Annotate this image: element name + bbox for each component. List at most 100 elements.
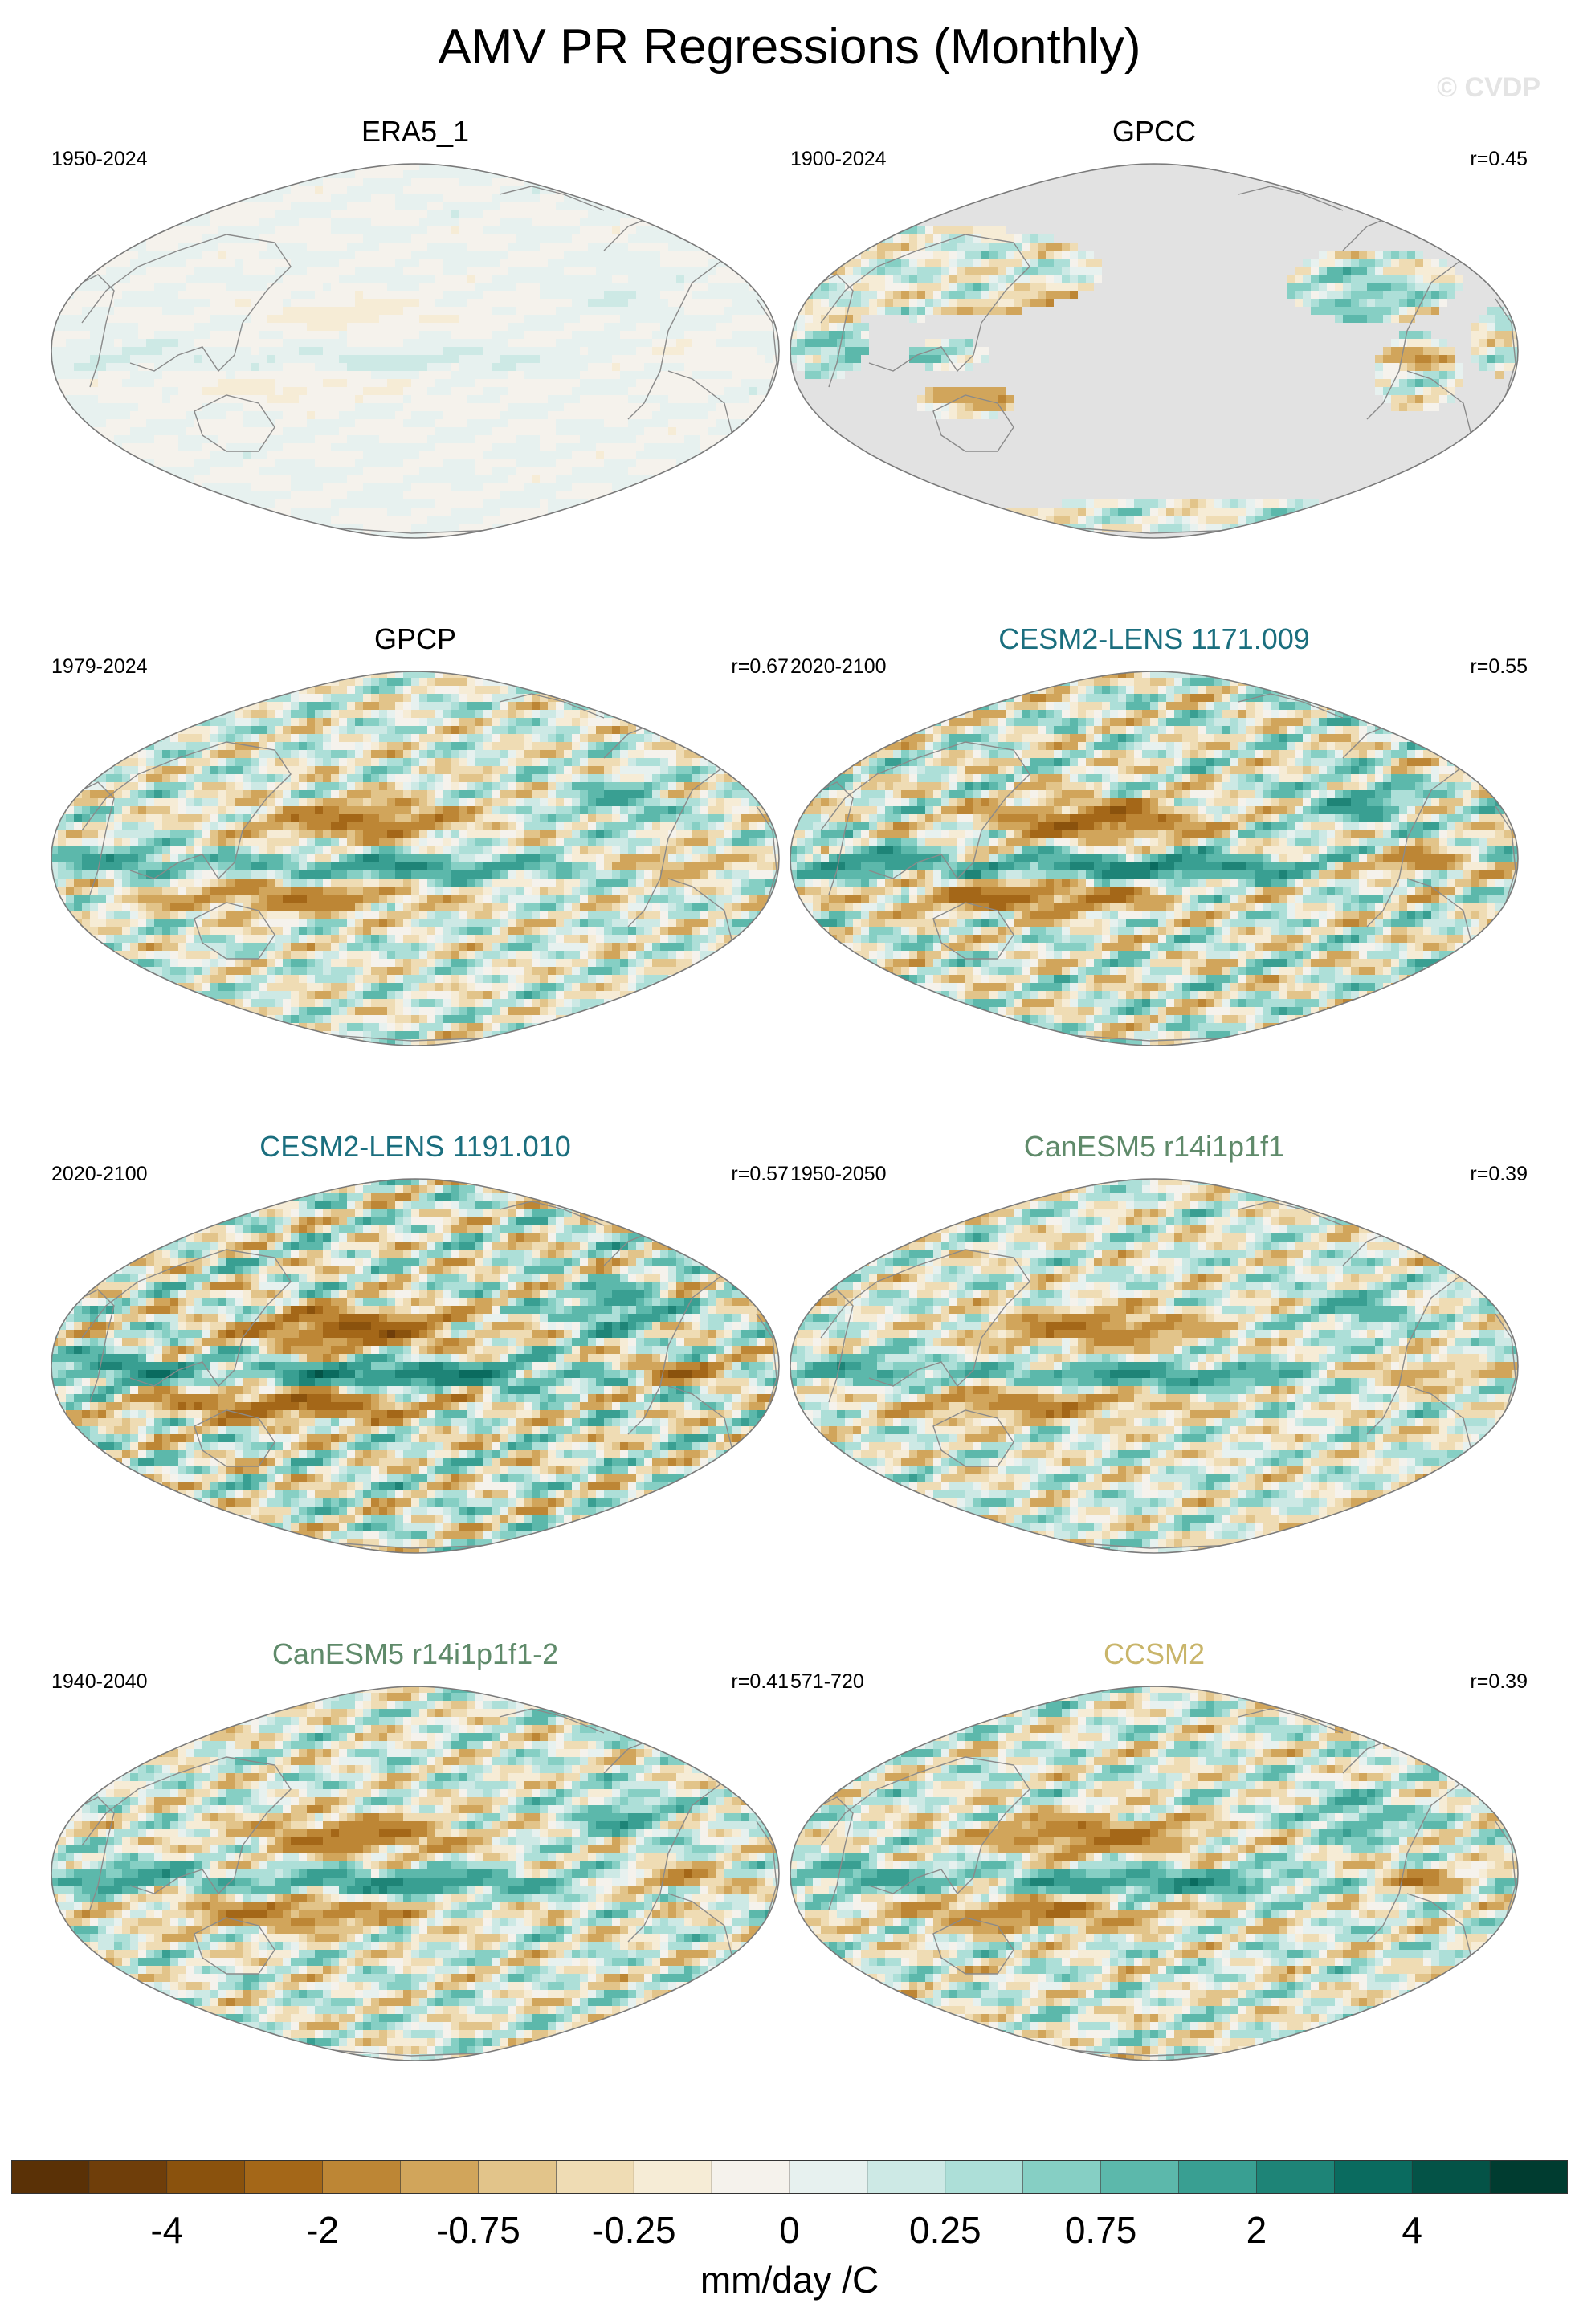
grid-cell xyxy=(1062,164,1071,171)
grid-cell xyxy=(676,427,685,436)
grid-cell xyxy=(917,202,926,211)
grid-cell xyxy=(162,508,171,516)
grid-cell xyxy=(411,483,420,492)
grid-cell xyxy=(532,299,541,308)
grid-cell xyxy=(909,210,918,219)
grid-cell xyxy=(652,259,661,267)
grid-cell xyxy=(628,467,637,476)
grid-cell xyxy=(323,323,332,332)
grid-cell xyxy=(572,363,581,372)
grid-cell xyxy=(226,411,235,420)
grid-cell xyxy=(162,403,171,412)
grid-cell xyxy=(829,202,838,211)
grid-cell xyxy=(492,363,500,372)
grid-cell xyxy=(1174,202,1183,211)
grid-cell xyxy=(716,371,725,380)
grid-cell xyxy=(267,178,275,187)
grid-cell xyxy=(194,491,203,500)
grid-cell xyxy=(508,251,516,259)
grid-cell xyxy=(122,339,131,348)
grid-cell xyxy=(572,508,581,516)
grid-cell xyxy=(532,251,541,259)
grid-cell xyxy=(1150,186,1159,195)
grid-cell xyxy=(226,291,235,300)
grid-cell xyxy=(765,243,773,251)
grid-cell xyxy=(700,218,709,227)
grid-cell xyxy=(138,435,147,444)
grid-cell xyxy=(475,331,484,340)
grid-cell xyxy=(1006,178,1014,187)
grid-cell xyxy=(138,499,147,508)
grid-cell xyxy=(467,170,476,179)
grid-cell xyxy=(564,323,573,332)
grid-cell xyxy=(668,315,677,324)
grid-cell xyxy=(66,234,75,243)
grid-cell xyxy=(724,164,733,171)
grid-cell xyxy=(708,331,717,340)
grid-cell xyxy=(989,218,998,227)
grid-cell xyxy=(620,164,629,171)
grid-cell xyxy=(323,427,332,436)
grid-cell xyxy=(363,210,372,219)
grid-cell xyxy=(644,532,653,538)
grid-cell xyxy=(636,202,645,211)
grid-cell xyxy=(572,403,581,412)
grid-cell xyxy=(51,499,59,508)
grid-cell xyxy=(620,467,629,476)
grid-cell xyxy=(540,395,549,404)
grid-cell xyxy=(194,307,203,316)
grid-cell xyxy=(323,508,332,516)
grid-cell xyxy=(275,371,284,380)
grid-cell xyxy=(98,491,107,500)
grid-cell xyxy=(186,524,195,532)
grid-cell xyxy=(652,491,661,500)
grid-cell xyxy=(267,251,275,259)
grid-cell xyxy=(275,395,284,404)
grid-cell xyxy=(419,419,428,428)
grid-cell xyxy=(741,275,749,283)
grid-cell xyxy=(395,331,404,340)
grid-cell xyxy=(829,218,838,227)
grid-cell xyxy=(283,379,292,388)
grid-cell xyxy=(186,275,195,283)
grid-cell xyxy=(315,427,324,436)
grid-cell xyxy=(475,516,484,524)
grid-cell xyxy=(90,516,99,524)
grid-cell xyxy=(668,355,677,364)
grid-cell xyxy=(315,194,324,203)
grid-cell xyxy=(732,475,741,484)
grid-cell xyxy=(564,202,573,211)
grid-cell xyxy=(331,419,340,428)
grid-cell xyxy=(869,210,878,219)
grid-cell xyxy=(757,419,765,428)
grid-cell xyxy=(483,315,492,324)
grid-cell xyxy=(596,331,605,340)
grid-cell xyxy=(532,379,541,388)
grid-cell xyxy=(235,202,243,211)
grid-cell xyxy=(604,307,613,316)
grid-cell xyxy=(58,291,67,300)
grid-cell xyxy=(451,339,460,348)
grid-cell xyxy=(275,483,284,492)
grid-cell xyxy=(106,323,115,332)
grid-cell xyxy=(162,226,171,235)
grid-cell xyxy=(170,339,179,348)
grid-cell xyxy=(467,226,476,235)
grid-cell xyxy=(267,435,275,444)
grid-cell xyxy=(435,443,444,452)
grid-cell xyxy=(122,491,131,500)
grid-cell xyxy=(130,178,139,187)
grid-cell xyxy=(403,403,412,412)
grid-cell xyxy=(411,491,420,500)
grid-cell xyxy=(588,170,597,179)
grid-cell xyxy=(596,532,605,538)
grid-cell xyxy=(427,331,436,340)
grid-cell xyxy=(283,363,292,372)
grid-cell xyxy=(1391,178,1400,187)
grid-cell xyxy=(307,186,316,195)
grid-cell xyxy=(226,186,235,195)
grid-cell xyxy=(202,259,211,267)
grid-cell xyxy=(572,516,581,524)
grid-cell xyxy=(98,210,107,219)
grid-cell xyxy=(877,202,886,211)
